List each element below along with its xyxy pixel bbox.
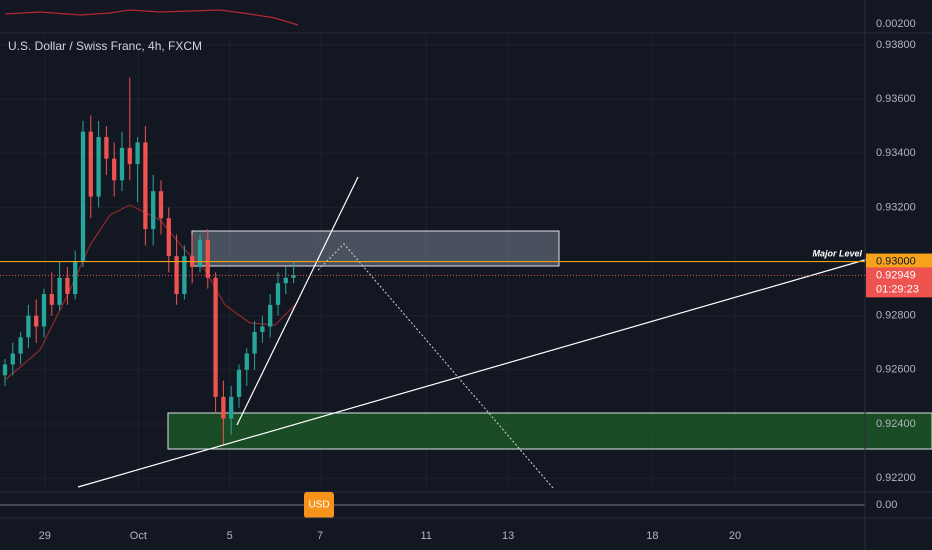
candle-body xyxy=(104,137,109,159)
trend-line xyxy=(236,176,359,426)
indicator-line xyxy=(4,9,299,26)
candle-body xyxy=(158,191,164,219)
candle-body xyxy=(135,142,140,165)
candle-body xyxy=(2,364,8,376)
candle-body xyxy=(73,261,78,295)
candle-body xyxy=(96,137,101,197)
currency-tag-box xyxy=(304,492,334,518)
candle-body xyxy=(65,277,70,295)
candle-body xyxy=(34,315,39,327)
candle-body xyxy=(229,396,234,419)
candle-body xyxy=(197,239,203,267)
current-price-tag xyxy=(866,267,932,298)
y-tick-label: 0.93200 xyxy=(876,201,916,213)
top-indicator-label: 0.00200 xyxy=(876,18,916,30)
candle-body xyxy=(41,294,47,327)
candle-body xyxy=(260,326,265,332)
x-tick-label: 29 xyxy=(39,530,51,542)
candle-body xyxy=(275,283,281,305)
support-zone xyxy=(167,412,932,450)
x-tick-label: 13 xyxy=(502,530,514,542)
candle-body xyxy=(291,275,296,278)
candle-body xyxy=(182,256,187,295)
moving-average xyxy=(4,204,299,381)
major-level-label: Major Level xyxy=(812,248,862,258)
chart-title: U.S. Dollar / Swiss Franc, 4h, FXCM xyxy=(8,39,202,53)
candle-body xyxy=(166,218,171,257)
candle-body xyxy=(221,396,226,419)
major-level-tag xyxy=(866,253,932,270)
y-tick-label: 0.92600 xyxy=(876,364,916,376)
major-level-value: 0.93000 xyxy=(876,255,916,267)
x-tick-label: 18 xyxy=(646,530,658,542)
resistance-zone xyxy=(191,230,560,267)
candle-body xyxy=(143,142,148,230)
candle-body xyxy=(236,369,242,397)
x-tick-label: 5 xyxy=(227,530,233,542)
candle-body xyxy=(26,315,31,338)
candle-body xyxy=(80,131,86,262)
x-tick-label: Oct xyxy=(130,530,147,542)
candle-body xyxy=(244,353,249,370)
x-tick-label: 7 xyxy=(317,530,323,542)
candle-body xyxy=(174,256,179,295)
candle-body xyxy=(18,337,23,354)
y-tick-label: 0.93600 xyxy=(876,93,916,105)
y-tick-label: 0.93800 xyxy=(876,39,916,51)
candle-body xyxy=(88,131,93,197)
y-tick-label: 0.93400 xyxy=(876,147,916,159)
candle-body xyxy=(112,158,117,181)
candle-body xyxy=(283,277,288,284)
candle-body xyxy=(57,277,62,305)
x-tick-label: 11 xyxy=(420,530,431,542)
x-tick-label: 20 xyxy=(729,530,741,542)
candles xyxy=(2,77,296,446)
candle-body xyxy=(151,191,156,230)
y-tick-label: 0.92400 xyxy=(876,418,916,430)
candle-body xyxy=(49,294,54,305)
candle-body xyxy=(127,147,132,165)
current-price-label: 0.92949 xyxy=(876,269,916,281)
y-tick-label: 0.92200 xyxy=(876,472,916,484)
candle-body xyxy=(10,353,15,365)
currency-tag: USD xyxy=(308,500,329,511)
countdown: 01:29:23 xyxy=(876,283,919,295)
bottom-indicator-label: 0.00 xyxy=(876,499,897,511)
candle-body xyxy=(268,304,273,327)
trend-line xyxy=(77,258,869,488)
candle-body xyxy=(213,277,218,397)
y-tick-label: 0.92800 xyxy=(876,310,916,322)
candle-body xyxy=(205,239,210,278)
candle-body xyxy=(119,147,125,181)
candle-body xyxy=(252,331,257,354)
